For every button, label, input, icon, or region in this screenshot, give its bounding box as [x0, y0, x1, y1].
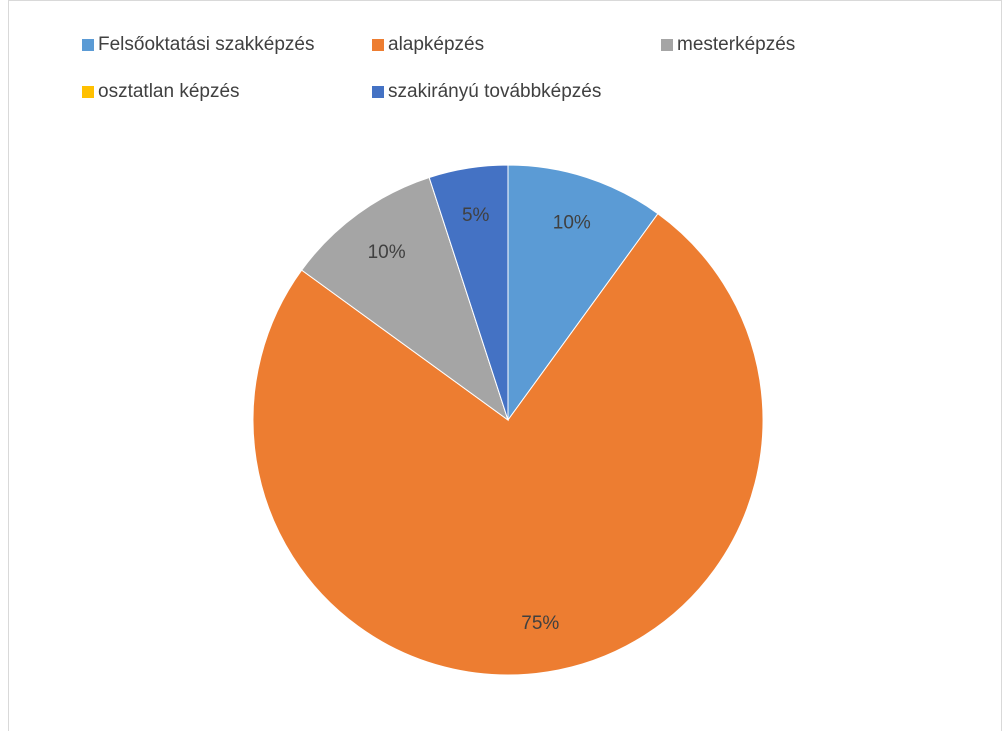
data-label: 10% — [553, 213, 591, 234]
legend-label: szakirányú továbbképzés — [388, 81, 601, 102]
legend-swatch — [82, 86, 94, 98]
legend-swatch — [82, 39, 94, 51]
pie-slice — [507, 164, 659, 422]
pie-slice — [252, 213, 764, 676]
legend-swatch — [372, 86, 384, 98]
legend-label: Felsőoktatási szakképzés — [98, 34, 315, 55]
legend-label: mesterképzés — [677, 34, 795, 55]
legend-swatch — [661, 39, 673, 51]
pie-slice — [301, 176, 509, 422]
data-label: 5% — [462, 205, 490, 226]
legend-swatch — [372, 39, 384, 51]
data-label: 10% — [368, 242, 406, 263]
legend-label: alapképzés — [388, 34, 484, 55]
pie-slice — [428, 164, 509, 421]
legend-label: osztatlan képzés — [98, 81, 240, 102]
data-label: 75% — [521, 613, 559, 634]
